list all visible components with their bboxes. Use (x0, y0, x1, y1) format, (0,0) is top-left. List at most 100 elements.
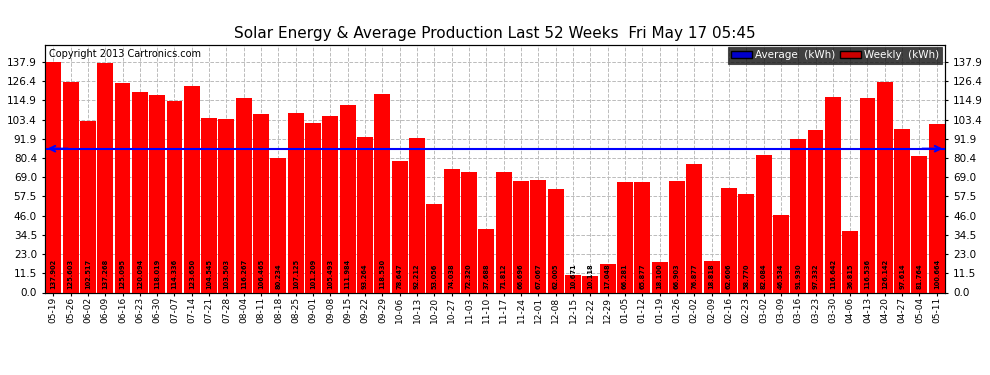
Text: 106.465: 106.465 (258, 259, 264, 289)
Text: 118.530: 118.530 (379, 259, 385, 289)
Text: 18.100: 18.100 (656, 264, 662, 289)
Bar (929, 124, 944, 292)
Text: 66.903: 66.903 (674, 264, 680, 289)
Text: 137.902: 137.902 (50, 259, 56, 289)
Bar (80, 121, 96, 292)
Bar (62, 82, 78, 292)
Text: 126.142: 126.142 (882, 259, 888, 289)
Bar (461, 171, 477, 292)
Text: 74.038: 74.038 (448, 264, 454, 289)
Text: 118.019: 118.019 (154, 259, 160, 289)
Text: 116.267: 116.267 (241, 259, 247, 289)
Text: 101.209: 101.209 (310, 259, 316, 289)
Bar (755, 155, 771, 292)
Bar (739, 194, 754, 292)
Text: 103.503: 103.503 (224, 259, 230, 289)
Text: 72.320: 72.320 (466, 264, 472, 289)
Bar (790, 139, 806, 292)
Bar (894, 129, 910, 292)
Text: 53.056: 53.056 (432, 264, 438, 289)
Bar (912, 156, 928, 292)
Bar (600, 264, 616, 292)
Bar (773, 214, 789, 292)
Bar (288, 113, 304, 292)
Bar (565, 274, 581, 292)
Text: 82.084: 82.084 (760, 264, 766, 289)
Text: 65.877: 65.877 (640, 264, 645, 289)
Text: 58.770: 58.770 (743, 264, 749, 289)
Text: 102.517: 102.517 (85, 259, 91, 289)
Bar (132, 92, 148, 292)
Text: 97.332: 97.332 (813, 264, 819, 289)
Bar (617, 182, 633, 292)
Bar (236, 98, 251, 292)
Text: 116.642: 116.642 (830, 259, 836, 289)
Bar (859, 98, 875, 292)
Bar (392, 161, 408, 292)
Bar (305, 123, 321, 292)
Text: 17.048: 17.048 (605, 264, 611, 289)
Bar (825, 98, 841, 292)
Bar (496, 172, 512, 292)
Bar (721, 188, 737, 292)
Text: 105.493: 105.493 (328, 259, 334, 289)
Bar (669, 181, 685, 292)
Bar (115, 83, 131, 292)
Text: 37.688: 37.688 (483, 264, 489, 289)
Bar (547, 189, 563, 292)
Text: 46.534: 46.534 (778, 264, 784, 289)
Bar (686, 164, 702, 292)
Text: 104.545: 104.545 (206, 259, 212, 289)
Text: 97.614: 97.614 (899, 264, 905, 289)
Bar (531, 180, 546, 292)
Text: 62.005: 62.005 (552, 264, 558, 289)
Bar (444, 169, 459, 292)
Bar (374, 94, 390, 292)
Bar (97, 63, 113, 292)
Bar (253, 114, 269, 292)
Bar (323, 116, 339, 292)
Bar (582, 276, 598, 292)
Bar (635, 182, 650, 292)
Text: 62.606: 62.606 (726, 264, 732, 289)
Text: 125.095: 125.095 (120, 259, 126, 289)
Bar (427, 204, 443, 292)
Text: 10.118: 10.118 (587, 264, 593, 289)
Text: 111.984: 111.984 (345, 259, 350, 289)
Bar (478, 230, 494, 292)
Bar (340, 105, 355, 292)
Text: 18.818: 18.818 (709, 264, 715, 289)
Text: Copyright 2013 Cartronics.com: Copyright 2013 Cartronics.com (50, 49, 201, 59)
Text: 107.125: 107.125 (293, 259, 299, 289)
Text: 114.336: 114.336 (171, 259, 177, 289)
Bar (842, 231, 858, 292)
Text: 67.067: 67.067 (536, 264, 542, 289)
Text: 92.212: 92.212 (414, 264, 420, 289)
Text: 123.650: 123.650 (189, 259, 195, 289)
Text: 91.930: 91.930 (795, 264, 801, 289)
Bar (409, 138, 425, 292)
Bar (877, 81, 893, 292)
Text: 81.764: 81.764 (917, 264, 923, 289)
Text: 10.671: 10.671 (570, 264, 576, 289)
Bar (46, 62, 61, 292)
Text: 71.812: 71.812 (501, 264, 507, 289)
Bar (357, 136, 373, 292)
Bar (808, 130, 824, 292)
Text: 120.094: 120.094 (137, 259, 143, 289)
Bar (149, 95, 165, 292)
Bar (201, 118, 217, 292)
Text: 66.281: 66.281 (622, 264, 628, 289)
Text: 80.234: 80.234 (275, 264, 281, 289)
Legend: Average  (kWh), Weekly  (kWh): Average (kWh), Weekly (kWh) (728, 47, 942, 64)
Bar (219, 119, 235, 292)
Text: 116.536: 116.536 (864, 259, 870, 289)
Text: 78.647: 78.647 (397, 264, 403, 289)
Text: 100.664: 100.664 (934, 259, 940, 289)
Bar (270, 158, 286, 292)
Text: 76.877: 76.877 (691, 264, 697, 289)
Bar (513, 181, 529, 292)
Text: 125.603: 125.603 (67, 259, 73, 289)
Text: 36.815: 36.815 (847, 264, 853, 289)
Text: 137.268: 137.268 (102, 259, 108, 289)
